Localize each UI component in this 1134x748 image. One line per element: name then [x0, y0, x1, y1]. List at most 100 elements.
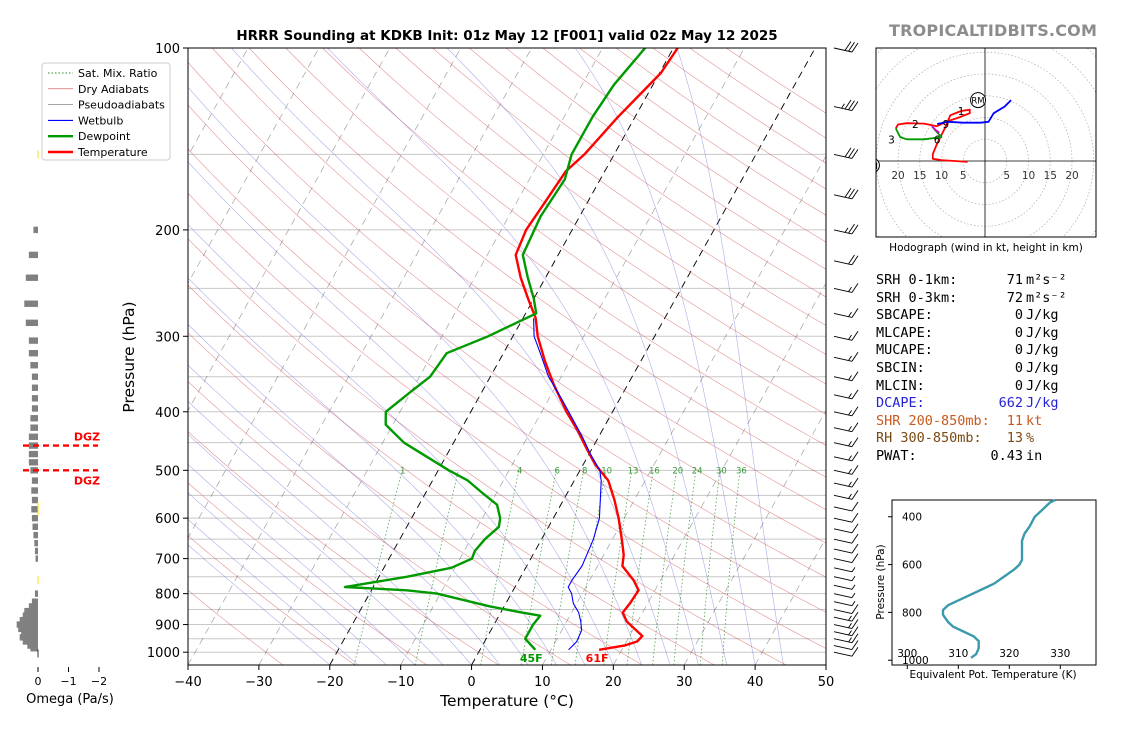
omega-bar: [28, 603, 38, 610]
y-tick-label: 700: [155, 553, 180, 568]
dry-adiabat: [358, 48, 826, 385]
pseudoadiabat: [188, 277, 557, 665]
stat-unit: J/kg: [1026, 377, 1059, 394]
x-tick-label: 10: [534, 675, 551, 690]
hodo-ring-label: 5: [960, 170, 967, 182]
omega-tick-label: −2: [91, 675, 107, 688]
wind-barb: [833, 308, 859, 318]
stat-value: 0: [1014, 342, 1023, 359]
stat-unit: m²s⁻²: [1026, 272, 1067, 288]
wind-barb: [833, 283, 859, 293]
omega-bar: [22, 638, 38, 645]
y-tick-label: 1000: [147, 646, 180, 661]
hodo-ring-label: 20: [1065, 170, 1078, 182]
wind-barb: [833, 543, 859, 554]
pseudoadiabat: [188, 518, 359, 665]
mixing-ratio-label: 1: [400, 467, 405, 477]
omega-bar: [31, 598, 38, 605]
dry-adiabat: [188, 148, 826, 613]
skewt-plot: 1 4 6 8 10 13 16 20 24 30 36: [188, 48, 826, 665]
mixing-ratio-label: 13: [628, 467, 639, 477]
theta-e-panel: 300 310 320 330 400 600 800 1000 Equivalent Pot.…: [875, 498, 1097, 681]
omega-bar: [31, 477, 38, 484]
pseudoadiabat: [188, 86, 642, 665]
dry-adiabat: [188, 238, 787, 665]
wind-barb: [833, 99, 859, 111]
y-tick-label: 900: [155, 619, 180, 634]
isotherm: [188, 48, 462, 539]
theta-e-x-tick-label: 330: [1050, 648, 1070, 660]
theta-e-y-tick-label: 1000: [902, 655, 929, 667]
skewt-frame: [187, 47, 827, 666]
dry-adiabat: [188, 431, 499, 665]
omega-bar: [31, 395, 38, 402]
wind-barb: [833, 188, 859, 200]
stat-value: 71: [1006, 272, 1023, 288]
wind-barb: [833, 41, 859, 53]
x-tick-label: 30: [676, 675, 693, 690]
pseudoadiabat: [188, 433, 444, 665]
hodograph: 20 15 10 5 5 10 15 20 1 2 3 69 RM LM Hodograph (wind i…: [875, 47, 1097, 254]
storm-motion-rm-label: RM: [971, 97, 984, 107]
omega-bar: [25, 274, 38, 281]
omega-bar: [35, 555, 38, 562]
theta-e-x-tick-label: 300: [897, 648, 917, 660]
wind-barb: [833, 477, 859, 488]
stat-unit: J/kg: [1026, 307, 1059, 324]
storm-motion-rm: [970, 92, 987, 109]
hodo-ring-label: 5: [1003, 170, 1010, 182]
isotherm: [188, 48, 249, 157]
omega-bar: [34, 547, 38, 555]
stat-row: MLCIN: 0 J/kg: [876, 378, 1091, 396]
stats-panel: SRH 0-1km: 71 m²s⁻² SRH 0-3km: 72 m²s⁻² SBCAPE…: [876, 272, 1091, 466]
mixing-ratio-line: [414, 470, 459, 665]
isotherm: [613, 282, 826, 665]
legend: Sat. Mix. Ratio Dry Adiabats Pseudoadiabat…: [41, 62, 171, 161]
dry-adiabat: [188, 192, 826, 649]
wind-barb: [833, 512, 859, 523]
dry-adiabat: [188, 535, 356, 665]
stat-row: SHR 200-850mb: 11 kt: [876, 413, 1091, 431]
pseudoadiabat: [188, 161, 614, 665]
omega-bar: [28, 251, 38, 259]
omega-bar: [31, 384, 38, 391]
stat-value: 0.43: [990, 447, 1023, 464]
pseudoadiabat: [188, 401, 472, 665]
mixing-ratio-label: 30: [716, 467, 727, 477]
wind-barb: [833, 223, 859, 235]
wind-barb: [833, 331, 859, 341]
stat-label: MLCAPE:: [876, 324, 933, 341]
isotherm: [258, 48, 603, 665]
hodo-ring-label: 15: [913, 170, 926, 182]
isotherm: [188, 48, 391, 412]
x-tick-label: −10: [387, 675, 414, 690]
dry-adiabat: [322, 48, 826, 415]
wind-barb: [833, 604, 859, 614]
stat-value: 0: [1014, 377, 1023, 394]
stat-value: 0: [1014, 324, 1023, 341]
y-tick-label: 600: [155, 512, 180, 527]
omega-bar: [30, 424, 38, 431]
dry-adiabat: [188, 482, 428, 665]
hodo-height-label: 2: [912, 119, 919, 131]
omega-tick-label: −1: [60, 675, 76, 688]
stat-row: MLCAPE: 0 J/kg: [876, 325, 1091, 343]
y-tick-label: 100: [155, 42, 180, 57]
omega-bar: [28, 337, 38, 344]
theta-e-y-tick-label: 800: [902, 607, 922, 619]
pseudoadiabat: [676, 48, 784, 665]
wind-barb: [833, 640, 859, 650]
pseudoadiabat: [188, 544, 330, 665]
y-tick-label: 500: [155, 464, 180, 479]
stat-value: 72: [1006, 289, 1023, 306]
stat-label: MLCIN:: [876, 377, 925, 394]
y-tick-label: 300: [155, 330, 180, 345]
stat-unit: m²s⁻²: [1026, 289, 1067, 306]
stat-unit: kt: [1026, 412, 1043, 429]
omega-bar: [31, 373, 38, 380]
omega-bar: [28, 450, 38, 458]
wetbulb-trace: [533, 318, 602, 651]
theta-e-y-tick-label: 600: [902, 560, 922, 572]
stat-row: PWAT: 0.43 in: [876, 448, 1091, 466]
mixing-ratio-line: [574, 470, 606, 665]
